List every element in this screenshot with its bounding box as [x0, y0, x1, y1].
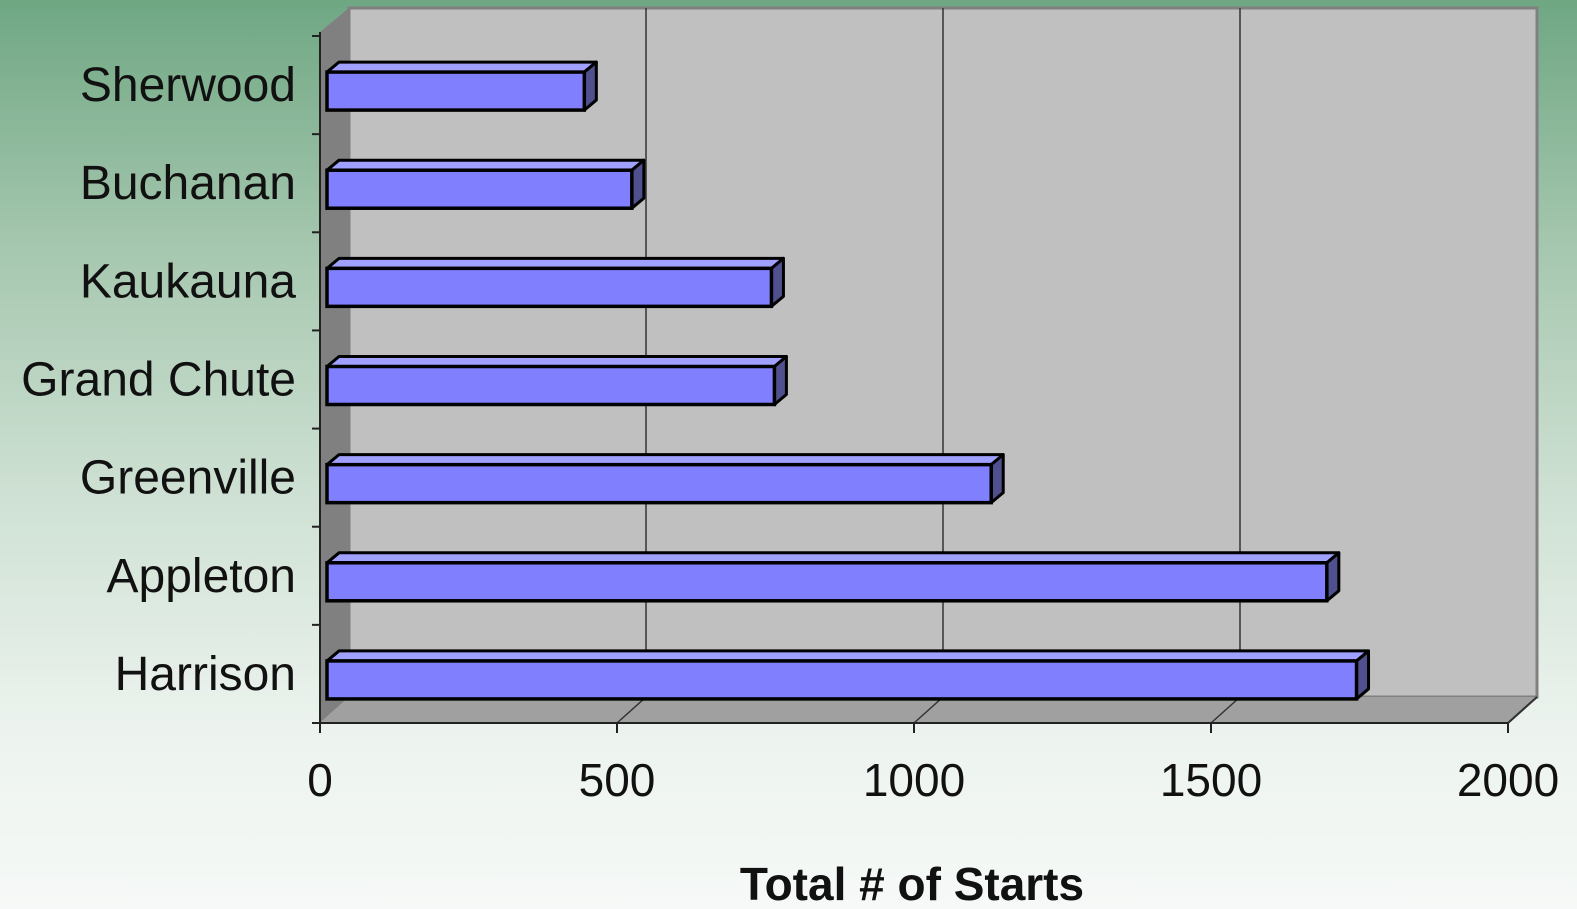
bar-harrison [325, 649, 1371, 701]
category-label: Buchanan [80, 157, 296, 210]
bars [325, 60, 1371, 701]
bar-kaukauna [325, 256, 785, 309]
floor-gridline [1507, 696, 1538, 724]
category-label: Kaukauna [80, 255, 296, 308]
bar-front [325, 561, 1329, 603]
bar-appleton [325, 551, 1341, 603]
bar-side [582, 60, 598, 112]
category-label: Harrison [115, 648, 296, 701]
bar-side [1355, 649, 1371, 701]
category-label: Sherwood [80, 59, 296, 112]
x-tick-label: 1000 [863, 754, 965, 806]
bar-greenville [325, 453, 1005, 505]
bar-buchanan [325, 158, 646, 210]
bar-front [325, 266, 774, 309]
bar-front [325, 659, 1359, 701]
x-tick-label: 1500 [1160, 754, 1262, 806]
x-axis-title: Total # of Starts [740, 858, 1084, 909]
bar-side [630, 158, 646, 210]
bar-side [989, 453, 1005, 505]
x-tick-label: 500 [579, 754, 656, 806]
bar-side [1325, 551, 1341, 603]
category-labels: Harrison Appleton Greenville Grand Chute Kau… [21, 59, 296, 701]
bar-front [325, 168, 634, 210]
bar-side [772, 355, 788, 406]
floor-gridline [913, 696, 944, 724]
bar-side [769, 256, 785, 308]
tick-labels: 0 500 1000 1500 2000 [307, 754, 1559, 806]
category-label: Appleton [107, 550, 297, 603]
x-tick-label: 0 [307, 754, 333, 806]
bar-sherwood [325, 60, 598, 112]
floor-gridline [1210, 696, 1241, 724]
bar-front [325, 364, 777, 407]
bar-front [325, 462, 993, 505]
category-label: Greenville [80, 452, 296, 505]
bar-grand-chute [325, 355, 788, 407]
floor-gridline [616, 696, 647, 724]
x-tick-label: 2000 [1457, 754, 1559, 806]
category-label: Grand Chute [21, 354, 296, 407]
axes [312, 32, 1509, 733]
bar-front [325, 70, 587, 112]
